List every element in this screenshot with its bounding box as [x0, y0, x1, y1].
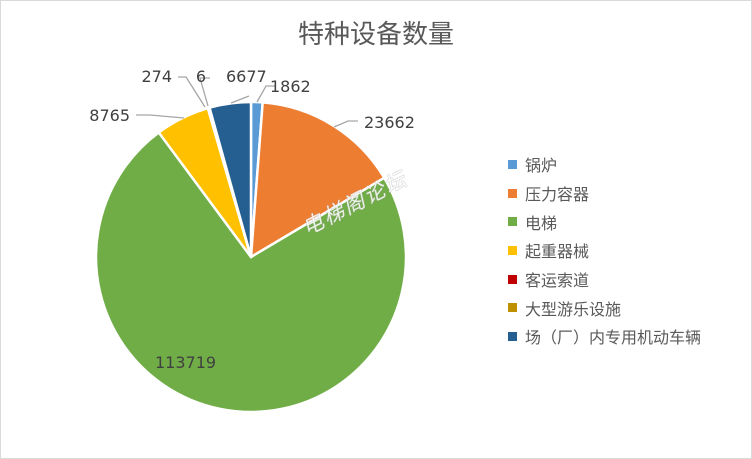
legend-item-4: 起重器械 [508, 236, 701, 265]
legend-item-6: 大型游乐设施 [508, 293, 701, 322]
legend-item-3: 电梯 [508, 207, 701, 236]
pie-slices [94, 100, 408, 414]
data-label-3: 113719 [155, 353, 216, 372]
data-labels: 1862 23662 113719 8765 6 274 6677 [89, 67, 415, 372]
legend: 锅炉压力容器电梯起重器械客运索道大型游乐设施场（厂）内专用机动车辆 [508, 150, 701, 351]
legend-label: 压力容器 [525, 185, 590, 205]
data-label-7: 6677 [226, 67, 267, 86]
leader-line-6 [178, 76, 206, 108]
legend-label: 起重器械 [525, 242, 590, 262]
legend-label: 电梯 [525, 213, 558, 233]
leader-lines [136, 76, 358, 128]
legend-swatch [508, 303, 517, 313]
pie-slice-3 [94, 131, 408, 414]
pie-slice-7 [208, 100, 253, 259]
data-label-5: 6 [196, 67, 206, 86]
chart-title: 特种设备数量 [297, 20, 454, 50]
leader-line-7 [230, 95, 250, 104]
leader-line-2 [333, 120, 358, 128]
legend-item-1: 锅炉 [508, 150, 701, 179]
pie-slice-2 [249, 101, 386, 259]
legend-swatch [508, 245, 517, 255]
legend-item-7: 场（厂）内专用机动车辆 [508, 322, 701, 351]
data-label-4: 8765 [89, 106, 130, 125]
legend-item-2: 压力容器 [508, 179, 701, 208]
leader-line-5 [199, 77, 210, 107]
legend-swatch [508, 188, 517, 198]
legend-item-5: 客运索道 [508, 265, 701, 294]
legend-swatch [508, 217, 517, 227]
leader-line-1 [256, 85, 276, 103]
legend-swatch [508, 331, 517, 341]
legend-label: 锅炉 [525, 156, 558, 176]
legend-label: 客运索道 [525, 271, 590, 291]
legend-label: 场（厂）内专用机动车辆 [525, 328, 702, 348]
data-label-2: 23662 [364, 113, 415, 132]
leader-line-4 [136, 114, 185, 119]
legend-swatch [508, 274, 517, 284]
data-label-6: 274 [141, 67, 172, 86]
data-label-1: 1862 [270, 77, 311, 96]
legend-swatch [508, 159, 517, 169]
legend-label: 大型游乐设施 [525, 299, 622, 319]
